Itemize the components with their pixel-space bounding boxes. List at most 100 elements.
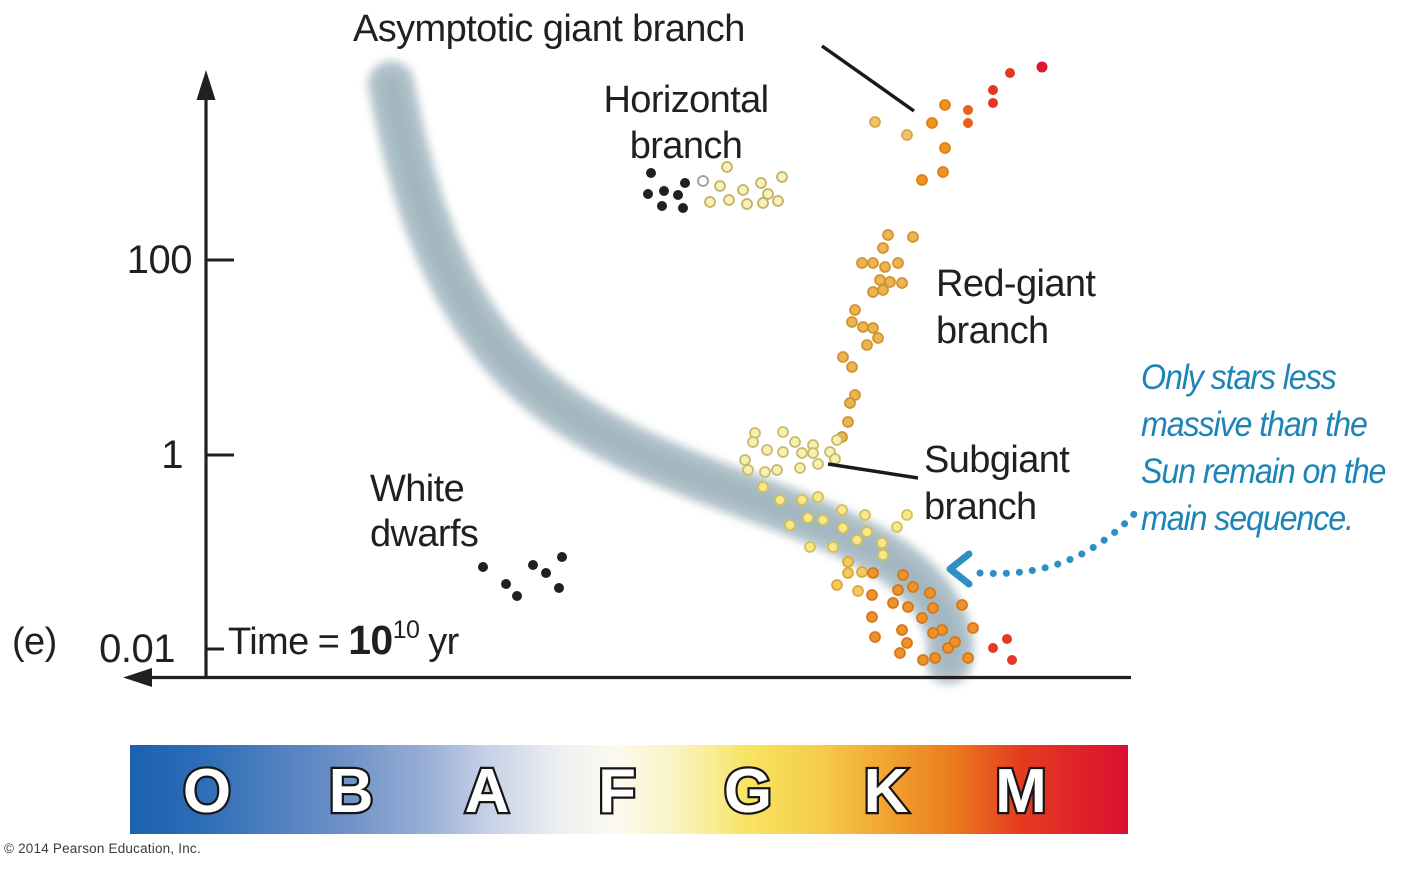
star-dot-lower-ms-orange — [967, 622, 979, 634]
star-dot-red-giant-branch — [884, 276, 896, 288]
star-dot-lower-ms-red — [1002, 634, 1012, 644]
star-dot-subgiant-pale — [777, 446, 789, 458]
star-dot-lower-ms-orange — [897, 569, 909, 581]
star-dot-white-dwarfs — [554, 583, 564, 593]
star-dot-red-giant-branch — [872, 332, 884, 344]
star-dot-horizontal-branch-black — [680, 178, 690, 188]
white-dwarfs-label: White dwarfs — [370, 467, 479, 557]
star-dot-horizontal-branch-black — [659, 186, 669, 196]
star-dot-agb-orange — [939, 99, 951, 111]
star-dot-red-giant-branch — [849, 304, 861, 316]
star-dot-lower-ms-orange — [896, 624, 908, 636]
star-dot-subgiant-yellow — [827, 541, 839, 553]
star-dot-red-giant-branch — [856, 257, 868, 269]
spectral-class-letter-F: F — [598, 757, 636, 826]
star-dot-red-giant-branch — [892, 257, 904, 269]
asymptotic-giant-branch-label: Asymptotic giant branch — [353, 8, 745, 50]
star-dot-horizontal-branch-cream — [741, 198, 753, 210]
star-dot-subgiant-yellow — [837, 522, 849, 534]
star-dot-horizontal-branch-cream — [762, 188, 774, 200]
star-dot-subgiant-pale — [812, 458, 824, 470]
star-dot-horizontal-branch-cream — [704, 196, 716, 208]
star-dot-lower-ms-orange — [887, 597, 899, 609]
y-tick-label-1: 1 — [161, 433, 183, 477]
star-dot-red-giant-branch — [877, 284, 889, 296]
star-dot-red-giant-branch — [837, 351, 849, 363]
star-dot-subgiant-yellow — [859, 509, 871, 521]
star-dot-subgiant-yellow — [757, 481, 769, 493]
star-dot-subgiant-pale — [739, 454, 751, 466]
star-dot-white-dwarfs — [557, 552, 567, 562]
star-dot-red-giant-branch — [882, 229, 894, 241]
star-dot-horizontal-branch-cream — [723, 194, 735, 206]
star-dot-lower-ms-red — [1007, 655, 1017, 665]
red-giant-branch-label-line1: Red-giant — [936, 263, 1096, 305]
red-giant-branch-label: Red-giant branch — [936, 261, 1096, 355]
horizontal-branch-label-line1: Horizontal — [603, 79, 769, 121]
horizontal-branch-label: Horizontal branch — [561, 77, 811, 169]
star-dot-agb-red — [1005, 68, 1015, 78]
star-dot-agb-orange — [926, 117, 938, 129]
star-dot-red-giant-branch — [861, 339, 873, 351]
spectral-class-letter-M: M — [995, 757, 1047, 826]
star-dot-subgiant-yellow — [891, 521, 903, 533]
star-dot-subgiant-yellow — [876, 537, 888, 549]
star-dot-red-giant-branch — [867, 257, 879, 269]
time-label-unit: yr — [428, 621, 459, 663]
star-dot-subgiant-pale — [789, 436, 801, 448]
star-dot-lower-ms-orange — [927, 602, 939, 614]
star-dot-agb-orange — [939, 142, 951, 154]
y-axis-arrowhead — [196, 70, 216, 100]
star-dot-lower-ms-orange — [949, 636, 961, 648]
star-dot-red-giant-branch — [867, 322, 879, 334]
star-dot-horizontal-branch-black — [678, 203, 688, 213]
horizontal-branch-label-line2: branch — [629, 125, 743, 167]
star-dot-subgiant-pale — [771, 464, 783, 476]
star-dot-subgiant-pale — [777, 426, 789, 438]
star-dot-lower-ms-orange — [916, 612, 928, 624]
star-dot-lower-ms-orange — [902, 601, 914, 613]
y-tick-label-0-01: 0.01 — [99, 627, 175, 671]
star-dot-subgiant-yellow — [774, 494, 786, 506]
star-dot-subgiant-yellow — [851, 534, 863, 546]
spectral-class-letter-K: K — [864, 757, 909, 826]
star-dot-lower-ms-orange — [924, 587, 936, 599]
subgiant-branch-label-line1: Subgiant — [924, 439, 1070, 481]
star-dot-subgiant-pale — [747, 436, 759, 448]
star-dot-horizontal-branch-cream — [757, 197, 769, 209]
note-text: Only stars less massive than the Sun rem… — [1141, 354, 1386, 542]
star-dot-lower-ms-orange — [869, 631, 881, 643]
star-dot-subgiant-pale — [794, 462, 806, 474]
star-dot-agb-orange-red — [963, 105, 973, 115]
star-dot-subgiant-yellow — [861, 526, 873, 538]
star-dot-subgiant-yellow — [877, 549, 889, 561]
note-line3: Sun remain on the — [1141, 452, 1386, 491]
star-dot-subgiant-pale — [831, 434, 843, 446]
star-dot-white-dwarfs — [501, 579, 511, 589]
star-dot-subgiant-yellow — [796, 494, 808, 506]
star-dot-subgiant-yellow — [836, 504, 848, 516]
star-dot-horizontal-branch-black — [673, 190, 683, 200]
subgiant-branch-label: Subgiant branch — [924, 437, 1070, 531]
star-dot-subgiant-yellow — [901, 509, 913, 521]
axes — [123, 70, 1131, 687]
star-dot-subgiant-pale — [742, 464, 754, 476]
star-dot-red-giant-branch — [846, 316, 858, 328]
star-dot-lower-ms-gold — [852, 585, 864, 597]
star-dot-horizontal-branch-cream — [755, 177, 767, 189]
note-line1: Only stars less — [1141, 358, 1337, 397]
annotation-pointer-lines — [820, 44, 919, 480]
star-dot-red-giant-branch — [857, 321, 869, 333]
star-dot-horizontal-branch-cream — [772, 195, 784, 207]
note-line4: main sequence. — [1141, 499, 1354, 538]
star-dot-agb-orange — [937, 166, 949, 178]
star-dot-subgiant-pale — [759, 466, 771, 478]
star-dot-white-dwarfs — [512, 591, 522, 601]
star-dot-lower-ms-orange — [917, 654, 929, 666]
star-dot-lower-ms-orange — [956, 599, 968, 611]
star-dot-agb-red — [988, 98, 998, 108]
annotation-pointer-line — [827, 462, 919, 480]
spectral-class-letter-G: G — [724, 757, 772, 826]
